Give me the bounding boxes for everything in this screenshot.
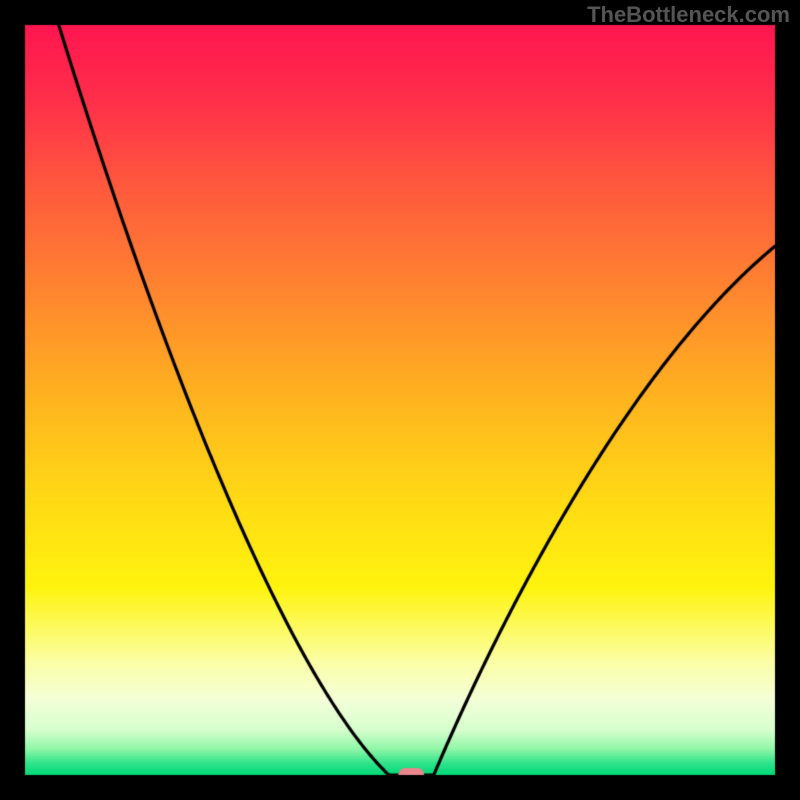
chart-stage: TheBottleneck.com [0,0,800,800]
bottleneck-chart-canvas [0,0,800,800]
